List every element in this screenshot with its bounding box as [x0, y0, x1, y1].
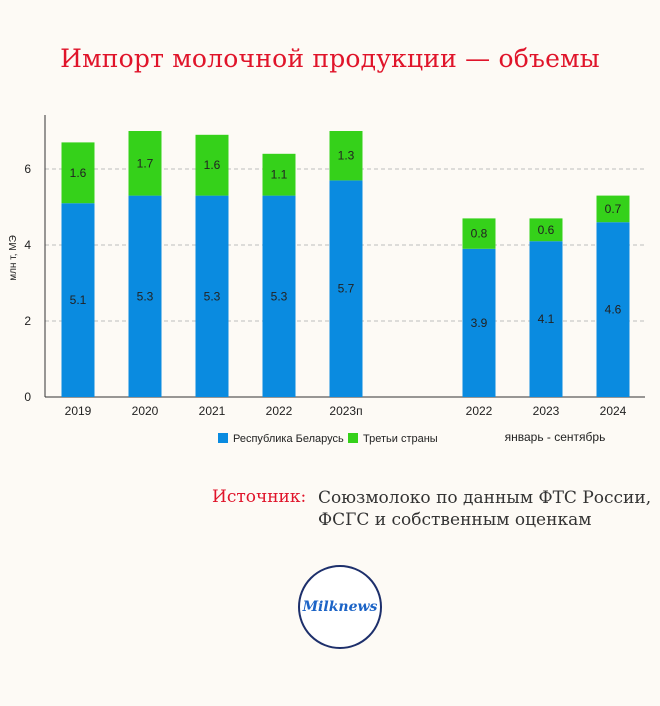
bar-value-third-countries: 1.6 [70, 166, 87, 180]
bar-value-belarus: 3.9 [471, 316, 488, 330]
bar-third-countries [329, 131, 363, 181]
bar-belarus [195, 195, 229, 397]
bar-belarus [329, 180, 363, 397]
x-tick-label: 2020 [132, 404, 159, 418]
bar-third-countries [195, 134, 229, 196]
stacked-bar-chart: 0 2 4 6 млн т, МЭ 5.1 1.6 2019 5.3 1.7 2020 5.3 1.6 2… [8, 115, 645, 445]
source-text: Союзмолоко по данным ФТС России, ФСГС и … [318, 488, 652, 530]
y-tick-label: 2 [24, 314, 31, 328]
bar-value-third-countries: 0.8 [471, 227, 488, 241]
y-axis-label: млн т, МЭ [8, 235, 19, 281]
bar-belarus [596, 222, 630, 397]
x-tick-label: 2019 [65, 404, 92, 418]
bar-value-third-countries: 1.3 [338, 149, 355, 163]
bar-value-belarus: 5.3 [271, 289, 288, 303]
y-tick-label: 0 [24, 390, 31, 404]
period-label: январь - сентябрь [505, 430, 606, 444]
bar-third-countries [529, 218, 563, 242]
bar-value-third-countries: 1.7 [137, 156, 154, 170]
bar-value-third-countries: 0.7 [605, 202, 622, 216]
legend-swatch-belarus [218, 433, 228, 443]
bar-third-countries [262, 153, 296, 196]
bar-third-countries [596, 195, 630, 223]
bar-belarus [128, 195, 162, 397]
y-tick-label: 4 [24, 238, 31, 252]
x-tick-label: 2022 [266, 404, 293, 418]
bar-value-belarus: 5.1 [70, 293, 87, 307]
bar-value-belarus: 5.3 [204, 289, 221, 303]
bar-value-belarus: 5.3 [137, 289, 154, 303]
y-tick-label: 6 [24, 162, 31, 176]
legend-label-third-countries: Третьи страны [363, 433, 438, 445]
x-tick-label: 2022 [466, 404, 493, 418]
bar-belarus [529, 241, 563, 397]
legend-label-belarus: Республика Беларусь [233, 433, 344, 445]
chart-title: Импорт молочной продукции — объемы [60, 44, 600, 73]
x-tick-label: 2023 [533, 404, 560, 418]
x-tick-label: 2021 [199, 404, 226, 418]
bar-value-third-countries: 1.6 [204, 158, 221, 172]
bar-value-third-countries: 1.1 [271, 168, 288, 182]
bar-third-countries [462, 218, 496, 249]
x-tick-label: 2023п [329, 404, 362, 418]
logo-text: Milknews [302, 599, 378, 615]
bar-third-countries [128, 131, 162, 196]
bar-value-third-countries: 0.6 [538, 223, 555, 237]
bar-belarus [462, 248, 496, 397]
bar-third-countries [61, 142, 95, 204]
milknews-logo: Milknews [298, 565, 382, 649]
bar-belarus [262, 195, 296, 397]
x-tick-label: 2024 [600, 404, 627, 418]
bar-value-belarus: 4.6 [605, 303, 622, 317]
bar-value-belarus: 4.1 [538, 312, 555, 326]
legend-swatch-third-countries [348, 433, 358, 443]
source-label: Источник: [212, 487, 307, 507]
bar-value-belarus: 5.7 [338, 282, 355, 296]
bar-belarus [61, 203, 95, 397]
